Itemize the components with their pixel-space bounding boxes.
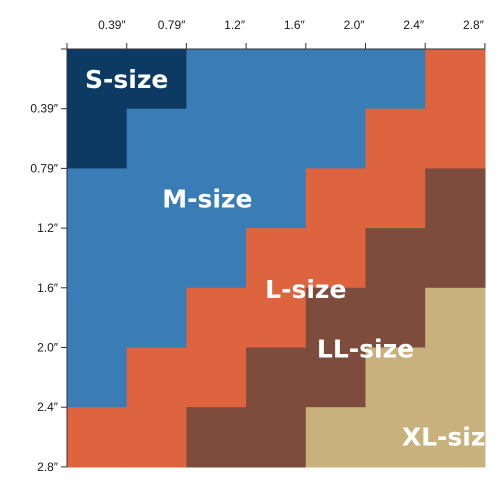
region-label-ll-size: LL-size <box>317 335 414 364</box>
cell-m-size <box>246 49 307 110</box>
region-label-m-size: M-size <box>162 184 252 213</box>
cell-m-size <box>126 108 187 169</box>
cell-xl-size <box>365 407 426 468</box>
y-tick-label: 1.2″ <box>37 221 59 235</box>
cell-ll-size <box>365 287 426 349</box>
cell-l-size <box>425 108 486 169</box>
cell-s-size <box>126 49 187 110</box>
cell-m-size <box>365 49 426 110</box>
cell-m-size <box>67 347 128 408</box>
cell-m-size <box>186 168 247 229</box>
region-label-s-size: S-size <box>85 65 168 94</box>
cell-m-size <box>246 108 307 169</box>
cell-l-size <box>425 49 486 110</box>
y-tick-label: 2.0″ <box>37 341 59 355</box>
cell-m-size <box>305 108 367 169</box>
y-tick-label: 2.8″ <box>37 460 59 474</box>
cell-ll-size <box>305 287 367 349</box>
cell-m-size <box>246 168 307 229</box>
cell-l-size <box>365 108 426 169</box>
cell-s-size <box>67 108 128 169</box>
chart-region-labels: S-size M-size L-size LL-size XL-size <box>85 65 500 452</box>
cell-m-size <box>186 108 247 169</box>
cell-ll-size <box>246 347 307 408</box>
cell-l-size <box>126 347 187 408</box>
y-tick-label: 1.6″ <box>37 281 59 295</box>
y-tick-label: 0.79″ <box>30 161 58 175</box>
cell-ll-size <box>305 347 367 408</box>
cell-l-size <box>246 228 307 289</box>
x-tick-label: 2.4″ <box>403 18 425 32</box>
x-tick-label: 0.39″ <box>98 18 126 32</box>
cell-m-size <box>126 287 187 349</box>
chart-axes <box>61 43 486 468</box>
cell-l-size <box>186 347 247 408</box>
cell-ll-size <box>425 228 486 289</box>
cell-l-size <box>126 407 187 468</box>
chart-tick-labels: 0.39″ 0.79″ 1.2″ 1.6″ 2.0″ 2.4″ 2.8″ 0.39″ 0.79″… <box>30 18 484 474</box>
cell-ll-size <box>365 228 426 289</box>
chart-cells <box>67 49 486 468</box>
cell-ll-size <box>246 407 307 468</box>
cell-l-size <box>305 228 367 289</box>
cell-xl-size <box>365 347 426 408</box>
region-label-l-size: L-size <box>265 275 346 304</box>
cell-xl-size <box>425 407 486 468</box>
cell-ll-size <box>425 168 486 229</box>
region-label-xl-size: XL-size <box>402 423 500 452</box>
cell-m-size <box>126 168 187 229</box>
cell-l-size <box>186 287 247 349</box>
cell-l-size <box>246 287 307 349</box>
y-tick-label: 0.39″ <box>30 102 58 116</box>
cell-m-size <box>67 168 128 229</box>
cell-m-size <box>67 287 128 349</box>
cell-m-size <box>305 49 367 110</box>
x-tick-label: 2.0″ <box>344 18 366 32</box>
cell-l-size <box>67 407 128 468</box>
x-tick-label: 1.2″ <box>224 18 246 32</box>
cell-m-size <box>67 228 128 289</box>
x-tick-label: 0.79″ <box>158 18 186 32</box>
cell-xl-size <box>425 347 486 408</box>
cell-s-size <box>67 49 128 110</box>
cell-l-size <box>305 168 367 229</box>
cell-m-size <box>186 228 247 289</box>
y-tick-label: 2.4″ <box>37 400 59 414</box>
cell-m-size <box>186 49 247 110</box>
cell-m-size <box>126 228 187 289</box>
cell-xl-size <box>425 287 486 349</box>
cell-xl-size <box>305 407 367 468</box>
x-tick-label: 2.8″ <box>463 18 485 32</box>
cell-ll-size <box>186 407 247 468</box>
cell-l-size <box>365 168 426 229</box>
x-tick-label: 1.6″ <box>284 18 306 32</box>
